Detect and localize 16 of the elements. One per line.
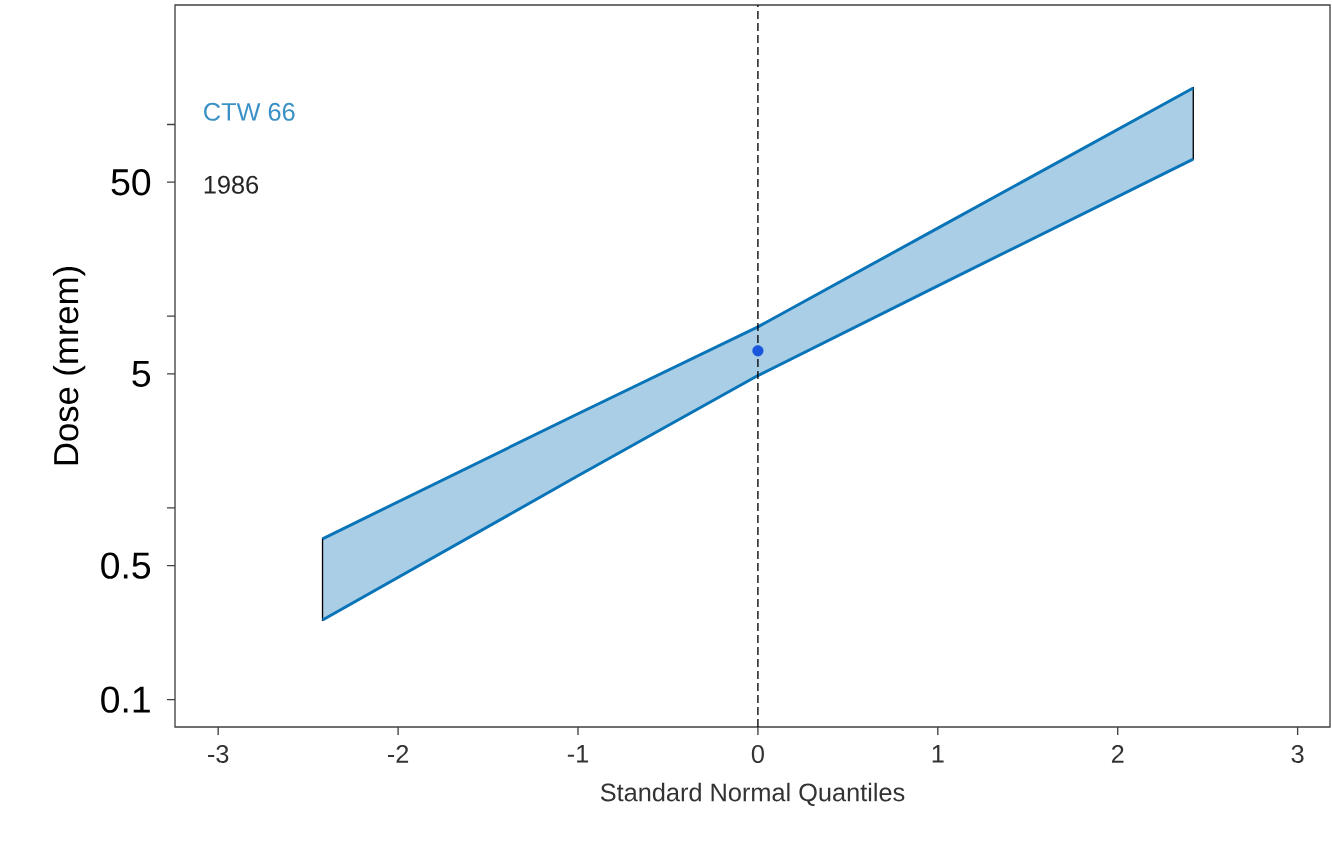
y-tick-label: 0.1: [101, 686, 150, 713]
y-axis-title: Dose (mrem): [52, 267, 86, 465]
x-tick-label: 3: [1291, 745, 1304, 763]
y-tick-label: 5: [132, 360, 151, 387]
x-tick-label: -2: [387, 745, 409, 763]
x-axis-title: Standard Normal Quantiles: [600, 782, 905, 806]
line-series: [321, 86, 1195, 541]
y-tick-label: 0.5: [101, 552, 151, 579]
annotation: 1986: [204, 175, 259, 194]
y-tick-label: 50: [111, 168, 151, 196]
x-tick-label: 1: [932, 745, 944, 763]
x-tick-label: -3: [208, 745, 229, 763]
x-tick-label: 2: [1111, 745, 1124, 763]
x-tick-label: 0: [751, 745, 764, 763]
x-tick-label: -1: [567, 745, 589, 763]
annotation: CTW 66: [204, 102, 295, 121]
